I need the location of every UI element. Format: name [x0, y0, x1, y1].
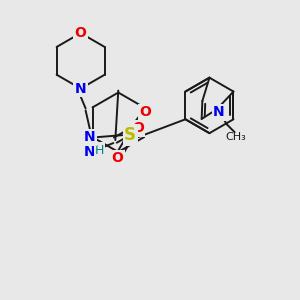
- Text: N: N: [84, 130, 95, 144]
- Text: N: N: [75, 82, 86, 96]
- Text: O: O: [132, 121, 144, 135]
- Text: N: N: [84, 145, 95, 159]
- Text: CH₃: CH₃: [225, 132, 246, 142]
- Text: O: O: [111, 151, 123, 165]
- Text: O: O: [75, 26, 87, 40]
- Text: O: O: [139, 105, 151, 119]
- Text: N: N: [213, 105, 225, 119]
- Text: H: H: [95, 143, 104, 157]
- Text: S: S: [124, 126, 136, 144]
